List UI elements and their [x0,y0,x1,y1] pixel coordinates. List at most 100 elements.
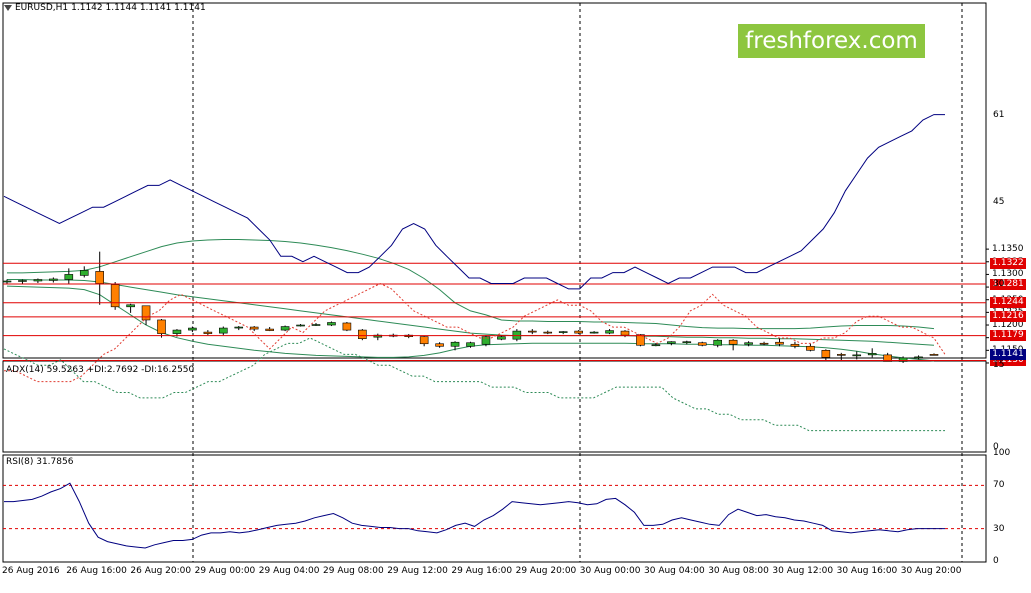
level-price-tag: 1.1216 [990,311,1026,323]
candle [342,321,352,332]
candle-body [759,342,769,345]
candle [759,341,769,346]
candle [852,351,862,360]
price-tick-label: 1.1300 [992,269,1024,280]
level-price-tag: 1.1179 [990,330,1026,342]
candle-body [141,305,151,321]
candle [898,356,908,363]
candle-body [18,280,27,282]
level-price-tag: 1.1322 [990,257,1026,269]
candle-body [527,330,537,333]
candle [296,324,305,327]
candle [929,353,939,356]
candle-body [373,334,383,338]
candle [110,282,120,310]
time-tick-label: 30 Aug 20:00 [900,566,962,576]
candle-body [929,354,939,356]
candle-body [419,336,429,345]
candle [605,329,614,335]
candle-body [466,342,475,347]
rsi-tick-label: 0 [993,556,999,566]
candle [682,340,692,345]
candle-body [110,284,120,308]
candle [589,331,599,334]
main-chart-frame [2,2,987,359]
candle [558,331,568,335]
candle-body [883,354,892,362]
candle [914,355,923,360]
candle [636,334,645,347]
symbol-header: EURUSD,H1 1.1142 1.1144 1.1141 1.1141 [4,3,206,13]
candle [527,329,537,335]
candle-body [203,331,213,334]
adx-title: ADX(14) 59.5263 +DI:2.7692 -DI:16.2550 [6,365,195,375]
dropdown-arrow-icon[interactable] [4,5,12,11]
candle-body [728,339,738,345]
time-tick-label: 30 Aug 16:00 [836,566,898,576]
brand-logo[interactable]: freshforex.com [738,24,925,58]
candle [126,303,135,313]
candle-body [358,329,367,339]
candle [18,279,27,284]
candle-body [744,342,753,345]
candle-body [296,324,305,327]
candle [358,329,367,341]
price-tick-label: 1.1200 [992,320,1024,331]
candle [806,343,815,352]
candle-body [172,329,182,334]
candle [790,341,800,349]
candle [33,278,43,284]
candle-body [450,341,460,347]
candle-body [95,271,104,284]
time-tick-label: 29 Aug 00:00 [194,566,256,576]
candle [744,341,753,347]
candle-body [512,330,522,340]
candle-body [914,356,923,359]
candle [481,335,491,347]
candle-body [589,331,599,334]
time-tick-label: 29 Aug 20:00 [515,566,577,576]
candle-body [651,344,661,347]
candle-body [2,280,12,283]
candle-body [481,336,491,345]
candle-body [636,334,645,346]
adx-tick-label: 15 [993,360,1005,371]
candle [280,325,290,332]
adx-tick-label: 30 [993,278,1005,289]
candle-body [188,327,197,331]
rsi-tick-label: 100 [993,448,1011,458]
candle [188,326,197,333]
candle-body [806,345,815,351]
candle-body [821,350,831,358]
candle-body [713,339,723,346]
adx-panel-frame [2,360,987,453]
candle-body [836,354,846,356]
rsi-tick-label: 70 [993,480,1005,491]
bollinger-upper-band [7,239,935,330]
candle-body [697,342,707,346]
candle-body [775,341,784,345]
time-tick-label: 30 Aug 08:00 [708,566,769,576]
price-tick-label: 1.1350 [992,244,1024,255]
rsi-tick-label: 30 [993,523,1005,534]
candle [95,251,104,305]
candle [435,342,444,348]
candle-body [558,331,568,333]
candle [466,341,475,348]
candle [450,341,460,351]
candle [234,326,244,331]
candle [327,321,336,327]
time-tick-label: 26 Aug 20:00 [130,566,192,576]
rsi-panel-frame [2,454,987,563]
candle [265,327,274,332]
candle-body [311,324,321,326]
candle-body [265,328,274,331]
time-tick-label: 30 Aug 00:00 [579,566,641,576]
candle [543,330,553,335]
candle [157,318,166,338]
candle [651,343,661,347]
candle [836,352,846,361]
candle-body [280,326,290,331]
